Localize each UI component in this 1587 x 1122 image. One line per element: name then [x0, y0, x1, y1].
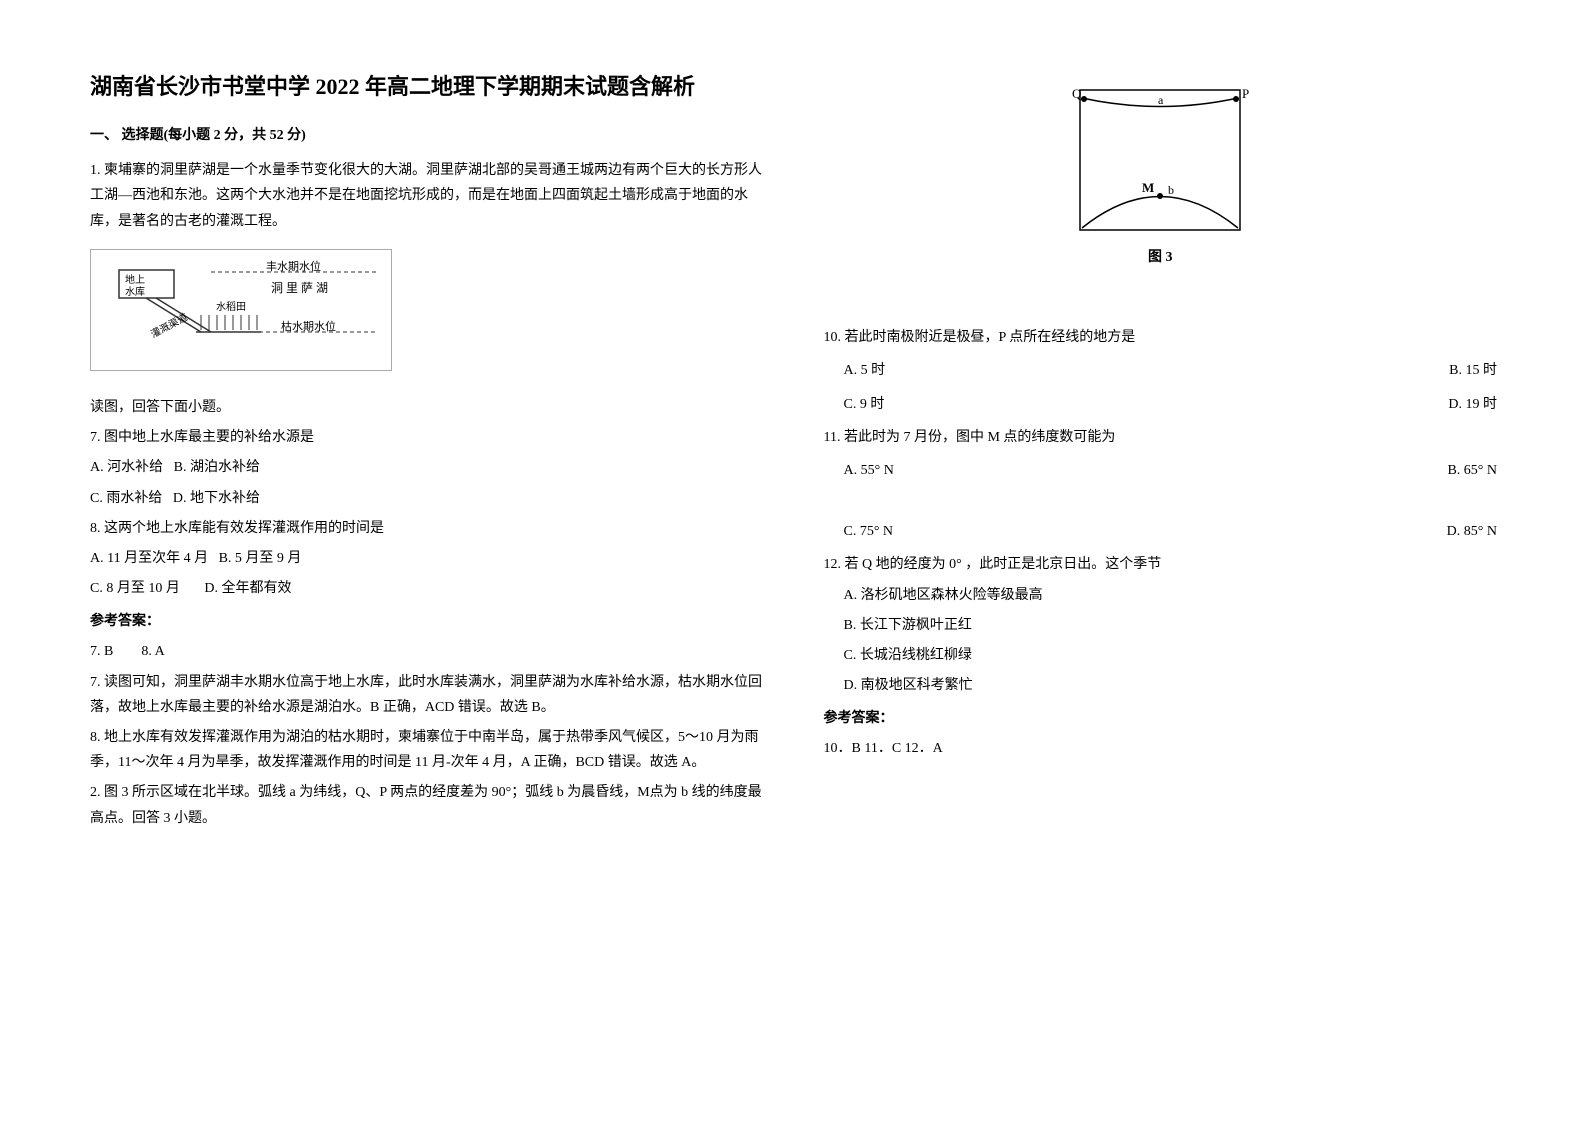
q11-opt-d: D. 85° N	[1447, 519, 1497, 544]
q8-opts-row1: A. 11 月至次年 4 月 B. 5 月至 9 月	[90, 546, 764, 571]
q11-opts-row1: A. 55° N B. 65° N	[824, 458, 1498, 483]
q8-opt-a: A. 11 月至次年 4 月	[90, 551, 208, 566]
explanation-8: 8. 地上水库有效发挥灌溉作用为湖泊的枯水期时，柬埔寨位于中南半岛，属于热带季风…	[90, 725, 764, 775]
fig3-a: a	[1158, 93, 1164, 107]
q11-opt-c: C. 75° N	[844, 519, 894, 544]
q8-opt-d: D. 全年都有效	[204, 581, 291, 596]
label-lake: 洞 里 萨 湖	[271, 280, 328, 295]
fig3-p: P	[1242, 86, 1249, 101]
q10-opts-row2: C. 9 时 D. 19 时	[824, 392, 1498, 417]
q11-opt-a: A. 55° N	[844, 458, 894, 483]
answer-label-2: 参考答案：	[824, 706, 1498, 731]
q12-opt-a: A. 洛杉矶地区森林火险等级最高	[824, 583, 1498, 608]
label-reservoir-2: 水库	[125, 285, 145, 298]
q11-opts-row2: C. 75° N D. 85° N	[824, 519, 1498, 544]
label-low-water: 枯水期水位	[281, 319, 336, 333]
fig3-q: Q	[1072, 86, 1082, 101]
q7-opts-row1: A. 河水补给 B. 湖泊水补给	[90, 455, 764, 480]
q7-opt-a: A. 河水补给	[90, 460, 163, 475]
q12-opt-b: B. 长江下游枫叶正红	[824, 613, 1498, 638]
q10-opt-b: B. 15 时	[1449, 358, 1497, 383]
q10-opt-a: A. 5 时	[844, 358, 886, 383]
label-rice: 水稻田	[216, 301, 246, 313]
exam-title: 湖南省长沙市书堂中学 2022 年高二地理下学期期末试题含解析	[90, 70, 764, 103]
q8-opt-c: C. 8 月至 10 月	[90, 581, 180, 596]
figure-3-svg: Q P a M b	[1070, 80, 1250, 240]
answer-label-1: 参考答案：	[90, 609, 764, 634]
q8-opt-b: B. 5 月至 9 月	[219, 551, 302, 566]
reservoir-diagram-svg: 丰水期水位 地上 水库 洞 里 萨 湖 水稻田	[101, 260, 381, 360]
answer-78: 7. B 8. A	[90, 639, 764, 664]
q11-opt-b: B. 65° N	[1447, 458, 1497, 483]
q1-intro: 1. 柬埔寨的洞里萨湖是一个水量季节变化很大的大湖。洞里萨湖北部的吴哥通王城两边…	[90, 158, 764, 234]
q12-opt-c: C. 长城沿线桃红柳绿	[824, 643, 1498, 668]
label-reservoir-1: 地上	[125, 273, 145, 286]
fig3-m: M	[1142, 180, 1154, 195]
q8-stem: 8. 这两个地上水库能有效发挥灌溉作用的时间是	[90, 516, 764, 541]
answer-101112: 10．B 11．C 12．A	[824, 736, 1498, 761]
right-column: Q P a M b 图 3 10. 若此时南极附近是极昼，P 点所在经线的地方是…	[824, 70, 1498, 836]
section-1-header: 一、 选择题(每小题 2 分，共 52 分)	[90, 123, 764, 148]
left-column: 湖南省长沙市书堂中学 2022 年高二地理下学期期末试题含解析 一、 选择题(每…	[90, 70, 764, 836]
q7-stem: 7. 图中地上水库最主要的补给水源是	[90, 425, 764, 450]
q7-opt-d: D. 地下水补给	[173, 491, 260, 506]
figure-3-label: 图 3	[824, 245, 1498, 270]
q10-opt-c: C. 9 时	[844, 392, 885, 417]
fig3-b: b	[1168, 183, 1174, 197]
q7-opt-b: B. 湖泊水补给	[174, 460, 260, 475]
q10-opts-row1: A. 5 时 B. 15 时	[824, 358, 1498, 383]
q2-intro: 2. 图 3 所示区域在北半球。弧线 a 为纬线，Q、P 两点的经度差为 90°…	[90, 780, 764, 830]
label-high-water: 丰水期水位	[266, 260, 321, 273]
read-prompt: 读图，回答下面小题。	[90, 395, 764, 420]
explanation-7: 7. 读图可知，洞里萨湖丰水期水位高于地上水库，此时水库装满水，洞里萨湖为水库补…	[90, 670, 764, 720]
q12-opt-d: D. 南极地区科考繁忙	[824, 673, 1498, 698]
diagram-reservoir: 丰水期水位 地上 水库 洞 里 萨 湖 水稻田	[90, 249, 392, 371]
figure-3: Q P a M b 图 3	[824, 80, 1498, 270]
q7-opt-c: C. 雨水补给	[90, 491, 162, 506]
q7-opts-row2: C. 雨水补给 D. 地下水补给	[90, 486, 764, 511]
q8-opts-row2: C. 8 月至 10 月 D. 全年都有效	[90, 576, 764, 601]
q10-stem: 10. 若此时南极附近是极昼，P 点所在经线的地方是	[824, 325, 1498, 350]
q10-opt-d: D. 19 时	[1448, 392, 1497, 417]
q12-stem: 12. 若 Q 地的经度为 0° ，此时正是北京日出。这个季节	[824, 552, 1498, 577]
q11-stem: 11. 若此时为 7 月份，图中 M 点的纬度数可能为	[824, 425, 1498, 450]
